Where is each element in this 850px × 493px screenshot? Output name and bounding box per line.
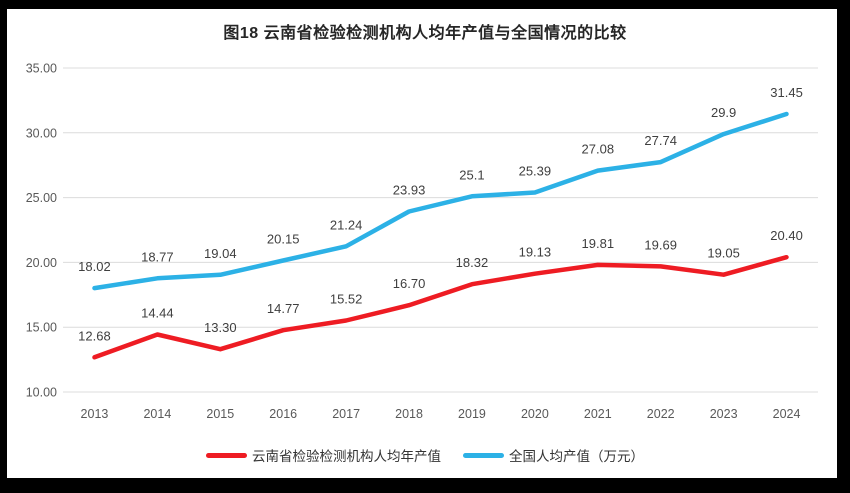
data-label-national-2021: 27.08 <box>582 142 615 157</box>
data-label-national-2023: 29.9 <box>711 105 736 120</box>
data-label-national-2015: 19.04 <box>204 246 237 261</box>
data-label-yunnan-2018: 16.70 <box>393 276 426 291</box>
data-label-yunnan-2017: 15.52 <box>330 291 363 306</box>
data-label-national-2017: 21.24 <box>330 217 363 232</box>
x-axis-label: 2016 <box>269 407 297 421</box>
series-line-national <box>92 111 789 291</box>
legend-item-national: 全国人均产值（万元） <box>463 445 644 465</box>
data-label-yunnan-2019: 18.32 <box>456 255 489 270</box>
data-label-yunnan-2013: 12.68 <box>78 328 111 343</box>
x-axis-label: 2020 <box>521 407 549 421</box>
chart-canvas <box>7 9 837 478</box>
legend-swatch-yunnan-red-icon <box>206 452 247 458</box>
data-label-yunnan-2014: 14.44 <box>141 305 174 320</box>
y-axis-label: 30.00 <box>26 126 57 140</box>
legend-label-national: 全国人均产值（万元） <box>509 449 644 464</box>
legend: 云南省检验检测机构人均年产值 全国人均产值（万元） <box>0 444 850 466</box>
data-label-national-2022: 27.74 <box>644 133 677 148</box>
data-label-national-2016: 20.15 <box>267 231 300 246</box>
y-axis-label: 15.00 <box>26 321 57 335</box>
legend-label-yunnan: 云南省检验检测机构人均年产值 <box>252 449 441 464</box>
x-axis-label: 2024 <box>773 407 801 421</box>
chart-title: 图18 云南省检验检测机构人均年产值与全国情况的比较 <box>223 25 627 42</box>
data-label-national-2013: 18.02 <box>78 259 111 274</box>
x-axis-label: 2017 <box>332 407 360 421</box>
data-label-national-2018: 23.93 <box>393 182 426 197</box>
x-axis-label: 2021 <box>584 407 612 421</box>
y-axis-label: 25.00 <box>26 191 57 205</box>
x-axis-label: 2015 <box>206 407 234 421</box>
legend-swatch-national-blue-icon <box>463 452 504 458</box>
x-axis-label: 2023 <box>710 407 738 421</box>
data-label-yunnan-2020: 19.13 <box>519 245 552 260</box>
data-label-national-2024: 31.45 <box>770 85 803 100</box>
data-label-yunnan-2021: 19.81 <box>582 236 615 251</box>
data-label-national-2020: 25.39 <box>519 164 552 179</box>
data-label-yunnan-2022: 19.69 <box>644 237 677 252</box>
data-label-yunnan-2015: 13.30 <box>204 320 237 335</box>
data-label-yunnan-2023: 19.05 <box>707 246 740 261</box>
x-axis-label: 2014 <box>143 407 171 421</box>
y-axis-label: 10.00 <box>26 386 57 400</box>
y-axis-label: 20.00 <box>26 256 57 270</box>
legend-item-yunnan: 云南省检验检测机构人均年产值 <box>206 445 441 465</box>
data-label-national-2014: 18.77 <box>141 249 174 264</box>
x-axis-label: 2019 <box>458 407 486 421</box>
x-axis-label: 2013 <box>81 407 109 421</box>
data-label-yunnan-2024: 20.40 <box>770 228 803 243</box>
data-label-yunnan-2016: 14.77 <box>267 301 300 316</box>
x-axis-label: 2022 <box>647 407 675 421</box>
x-axis-label: 2018 <box>395 407 423 421</box>
series-line-yunnan <box>92 254 789 360</box>
data-label-national-2019: 25.1 <box>459 167 484 182</box>
y-axis-label: 35.00 <box>26 62 57 76</box>
